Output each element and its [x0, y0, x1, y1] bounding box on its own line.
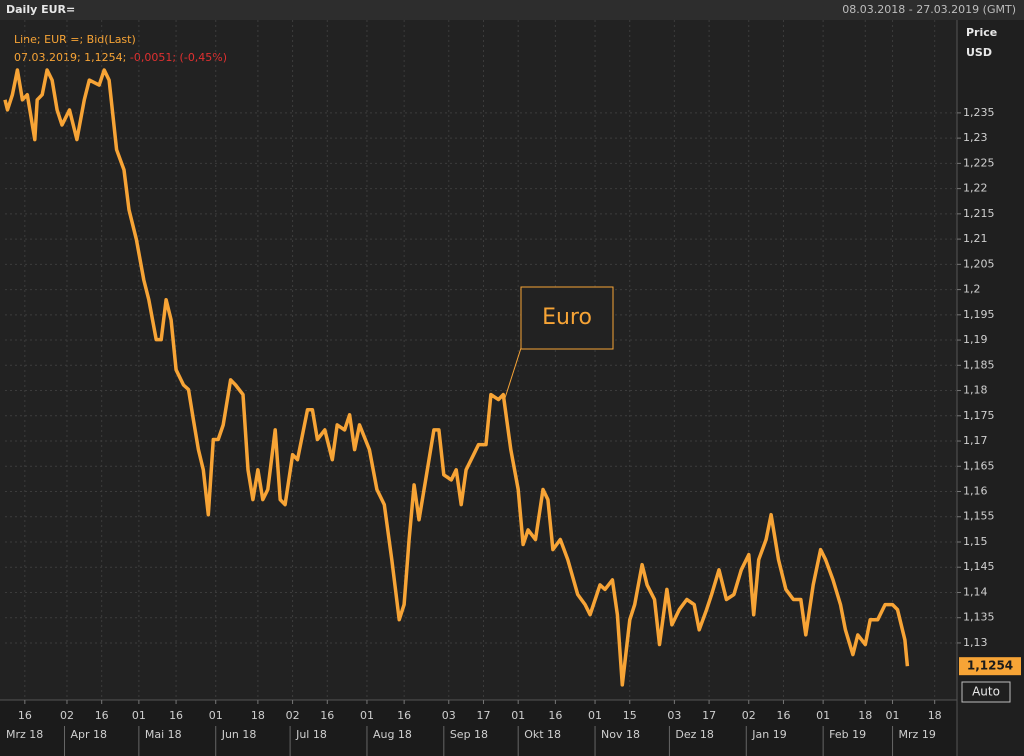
x-tick-label: 01	[886, 709, 900, 722]
annotation-leader	[504, 347, 522, 399]
y-tick-label: 1,175	[963, 409, 995, 422]
month-label: Jun 18	[221, 728, 257, 741]
x-tick-label: 17	[476, 709, 490, 722]
x-tick-label: 18	[928, 709, 942, 722]
x-tick-label: 18	[251, 709, 265, 722]
month-label: Sep 18	[450, 728, 488, 741]
month-label: Apr 18	[71, 728, 108, 741]
date-range: 08.03.2018 - 27.03.2019 (GMT)	[842, 3, 1016, 16]
y-tick-label: 1,225	[963, 156, 995, 169]
info-line: 07.03.2019; 1,1254; -0,0051; (-0,45%)	[14, 51, 227, 64]
month-label: Jan 19	[751, 728, 786, 741]
x-tick-label: 02	[286, 709, 300, 722]
info-date-price: 07.03.2019; 1,1254;	[14, 51, 126, 64]
annotation-text: Euro	[542, 305, 592, 330]
auto-button-label[interactable]: Auto	[972, 685, 1000, 699]
y-tick-label: 1,135	[963, 611, 995, 624]
x-tick-label: 16	[169, 709, 183, 722]
price-line	[3, 68, 910, 687]
grid	[5, 20, 957, 700]
axes: 1,13 1,135 1,14 1,145 1,15 1,155 1,16 1,165 1,17…	[6, 106, 1021, 756]
y-tick-label: 1,2	[963, 283, 981, 296]
x-tick-label: 17	[702, 709, 716, 722]
x-tick-label: 03	[667, 709, 681, 722]
x-tick-label: 01	[132, 709, 146, 722]
x-tick-label: 16	[776, 709, 790, 722]
month-label: Mai 18	[145, 728, 182, 741]
plot-area	[0, 20, 957, 700]
month-label: Okt 18	[524, 728, 561, 741]
header-bar	[0, 0, 1024, 20]
x-tick-label: 16	[397, 709, 411, 722]
y-tick-label: 1,18	[963, 384, 988, 397]
y-tick-label: 1,19	[963, 333, 988, 346]
y-tick-label: 1,15	[963, 535, 988, 548]
month-label: Feb 19	[829, 728, 866, 741]
y-tick-label: 1,205	[963, 257, 995, 270]
y-tick-label: 1,22	[963, 182, 988, 195]
x-tick-label: 02	[60, 709, 74, 722]
series	[3, 68, 910, 687]
last-value-label: 1,1254	[967, 659, 1013, 673]
x-tick-label: 02	[742, 709, 756, 722]
last-value-box	[959, 657, 1021, 676]
y-tick-label: 1,145	[963, 560, 995, 573]
month-label: Dez 18	[675, 728, 714, 741]
y-tick-label: 1,165	[963, 459, 995, 472]
y-tick-label: 1,23	[963, 131, 988, 144]
x-tick-label: 18	[858, 709, 872, 722]
x-tick-label: 16	[548, 709, 562, 722]
x-tick-label: 01	[588, 709, 602, 722]
y-tick-label: 1,235	[963, 106, 995, 119]
y-tick-label: 1,14	[963, 585, 988, 598]
month-label: Nov 18	[601, 728, 640, 741]
y-tick-label: 1,185	[963, 358, 995, 371]
y-axis-unit: USD	[966, 46, 992, 59]
annotation-box	[520, 286, 614, 350]
auto-button[interactable]	[961, 681, 1011, 703]
y-tick-label: 1,215	[963, 207, 995, 220]
x-tick-label: 15	[623, 709, 637, 722]
legend-line: Line; EUR =; Bid(Last)	[14, 33, 136, 46]
chart-title: Daily EUR=	[6, 3, 75, 16]
x-tick-label: 16	[320, 709, 334, 722]
x-tick-label: 01	[360, 709, 374, 722]
x-tick-label: 03	[442, 709, 456, 722]
x-tick-label: 16	[95, 709, 109, 722]
x-tick-label: 01	[816, 709, 830, 722]
y-tick-label: 1,195	[963, 308, 995, 321]
info-change: -0,0051; (-0,45%)	[130, 51, 227, 64]
month-label: Mrz 19	[899, 728, 936, 741]
y-axis-panel	[957, 20, 1024, 756]
y-tick-label: 1,16	[963, 485, 988, 498]
y-tick-label: 1,155	[963, 510, 995, 523]
x-tick-label: 16	[18, 709, 32, 722]
y-tick-label: 1,13	[963, 636, 988, 649]
month-label: Jul 18	[295, 728, 327, 741]
y-tick-label: 1,17	[963, 434, 988, 447]
y-tick-label: 1,21	[963, 232, 988, 245]
month-label: Aug 18	[373, 728, 412, 741]
y-axis-label: Price	[966, 26, 997, 39]
month-label: Mrz 18	[6, 728, 43, 741]
x-tick-label: 01	[209, 709, 223, 722]
x-tick-label: 01	[511, 709, 525, 722]
